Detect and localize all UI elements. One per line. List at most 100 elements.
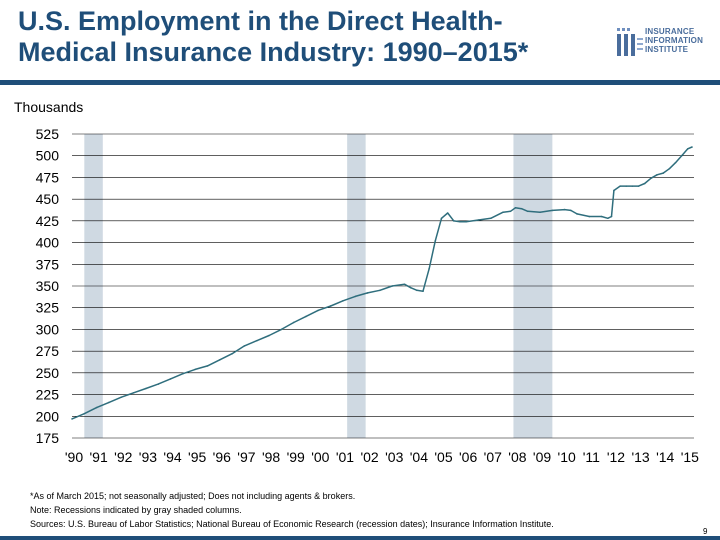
y-tick-label-350: 350 — [36, 278, 60, 294]
series-point-1-54 — [613, 189, 615, 192]
y-tick-label-500: 500 — [36, 148, 60, 164]
series-point-1-14 — [243, 345, 246, 347]
series-point-1-29 — [416, 289, 418, 292]
y-tick-label-200: 200 — [36, 408, 60, 424]
series-point-1-13 — [231, 352, 233, 355]
x-axis-ticks: '90 '91 '92 '93 '94 '95 '96 '97 '98 '99 '00 '01 '02 '… — [65, 449, 699, 465]
x-tick-label-2001: '01 — [336, 449, 354, 465]
x-tick-label-2006: '06 — [459, 449, 477, 465]
series-point-1-66 — [687, 147, 689, 150]
series-point-1-32 — [434, 240, 437, 242]
series-point-1-60 — [650, 177, 652, 180]
series-point-1-55 — [619, 185, 621, 187]
y-axis-units-label: Thousands — [14, 99, 84, 115]
series-point-1-38 — [477, 219, 480, 221]
series-point-1-50 — [588, 215, 591, 218]
series-point-1-63 — [668, 167, 671, 170]
series-point-1-8 — [169, 378, 172, 380]
footnote-sources: Sources: U.S. Bureau of Labor Statistics… — [30, 519, 554, 529]
x-tick-label-1992: '92 — [114, 449, 132, 465]
logo-line-1: INSURANCE — [645, 27, 695, 36]
series-point-1-51 — [600, 215, 603, 218]
y-tick-label-250: 250 — [36, 365, 60, 381]
series-point-1-39 — [489, 217, 492, 220]
x-tick-label-2014: '14 — [656, 449, 674, 465]
header-rule — [0, 80, 720, 85]
gridlines — [72, 133, 694, 439]
y-tick-label-225: 225 — [36, 387, 60, 403]
x-tick-label-1997: '97 — [237, 449, 255, 465]
series-point-1-47 — [563, 208, 566, 211]
series-point-1-18 — [292, 321, 295, 324]
series-point-1-28 — [409, 286, 412, 289]
x-tick-label-2000: '00 — [311, 449, 329, 465]
recession-bands — [84, 134, 553, 438]
x-tick-label-1995: '95 — [188, 449, 206, 465]
x-tick-label-1990: '90 — [65, 449, 83, 465]
series-point-1-58 — [637, 185, 640, 187]
series-point-1-61 — [656, 174, 658, 176]
footer-rule — [0, 536, 720, 540]
x-tick-label-2005: '05 — [434, 449, 452, 465]
page-number: 9 — [703, 527, 708, 536]
series-point-1-65 — [680, 154, 683, 157]
series-point-1-27 — [403, 283, 406, 286]
logo-line-2: INFORMATION — [645, 36, 704, 45]
series-point-1-5 — [132, 392, 135, 394]
series-point-1-26 — [391, 285, 394, 287]
series-point-1-0 — [71, 418, 73, 420]
x-tick-label-2003: '03 — [385, 449, 403, 465]
series-point-1-53 — [610, 215, 613, 218]
y-tick-label-475: 475 — [36, 169, 60, 185]
series-point-1-45 — [539, 211, 541, 213]
series-point-1-49 — [576, 213, 578, 215]
series-point-1-6 — [145, 387, 147, 390]
x-tick-label-2007: '07 — [484, 449, 502, 465]
series-point-1-56 — [625, 185, 628, 187]
series-point-1-33 — [440, 217, 443, 220]
series-point-1-9 — [182, 372, 184, 375]
x-tick-label-1996: '96 — [213, 449, 231, 465]
series-point-1-41 — [509, 210, 512, 213]
series-point-1-67 — [691, 146, 693, 148]
x-tick-label-2012: '12 — [607, 449, 625, 465]
series-point-1-48 — [570, 209, 572, 212]
series-point-1-31 — [428, 267, 430, 270]
footnote-recessions: Note: Recessions indicated by gray shade… — [30, 505, 242, 515]
y-tick-label-175: 175 — [36, 430, 60, 446]
logo-line-3: INSTITUTE — [645, 45, 689, 54]
series-point-1-42 — [514, 207, 517, 209]
series-point-1-57 — [631, 185, 634, 187]
series-point-1-52 — [606, 217, 609, 220]
x-tick-label-2009: '09 — [533, 449, 551, 465]
y-tick-label-325: 325 — [36, 300, 60, 316]
x-tick-label-1998: '98 — [262, 449, 280, 465]
x-tick-label-1993: '93 — [139, 449, 157, 465]
series-point-1-34 — [446, 212, 449, 214]
series-point-1-15 — [255, 339, 258, 342]
slide-title-line-1: U.S. Employment in the Direct Health- — [18, 6, 503, 36]
series-point-1-30 — [422, 290, 424, 293]
series-point-1-1 — [83, 412, 86, 415]
series-point-1-7 — [157, 383, 160, 385]
x-tick-label-1999: '99 — [287, 449, 305, 465]
series-point-1-24 — [366, 292, 369, 294]
series-line-1 — [71, 146, 693, 420]
series-point-1-25 — [379, 289, 381, 292]
series-point-1-36 — [459, 220, 461, 223]
series-point-1-16 — [268, 334, 270, 337]
series-point-1-59 — [643, 182, 646, 185]
iii-logo-mark-icon — [617, 28, 643, 56]
y-tick-label-525: 525 — [36, 126, 60, 142]
y-tick-label-400: 400 — [36, 235, 60, 251]
series-point-1-3 — [108, 401, 110, 404]
series-point-1-10 — [194, 368, 196, 371]
series-point-1-20 — [317, 309, 320, 312]
y-tick-label-425: 425 — [36, 213, 60, 229]
series-point-1-17 — [280, 328, 283, 331]
y-tick-label-450: 450 — [36, 191, 60, 207]
series-layer — [71, 146, 693, 420]
series-point-1-43 — [520, 207, 523, 210]
series-point-1-12 — [219, 359, 221, 361]
iii-logo: INSURANCE INFORMATION INSTITUTE — [615, 26, 715, 60]
